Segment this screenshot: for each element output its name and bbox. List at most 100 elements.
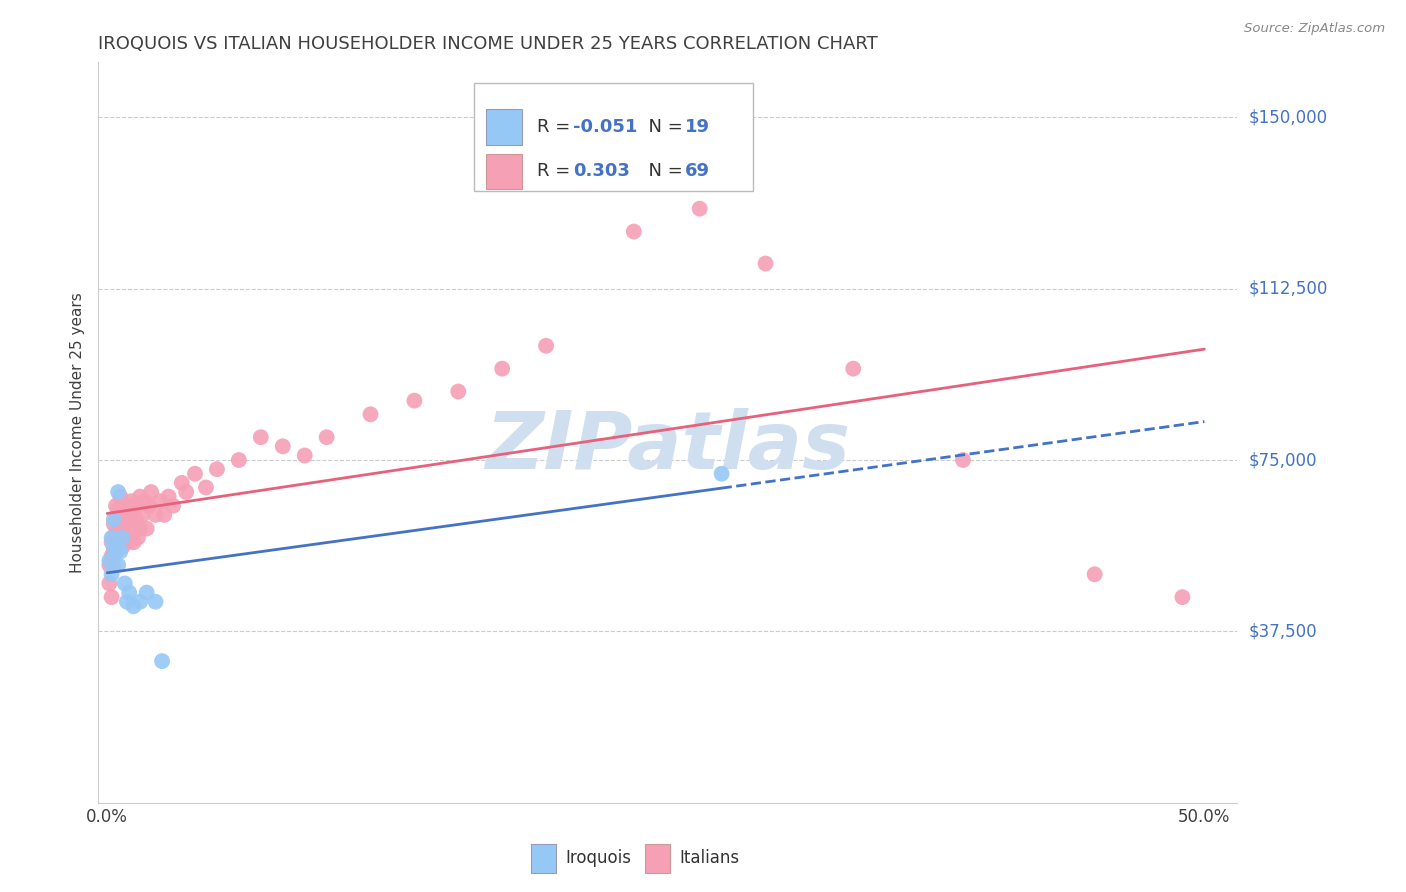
- Text: N =: N =: [637, 118, 689, 136]
- Point: [115, 512, 138, 526]
- Point: [110, 512, 132, 526]
- Point: [127, 531, 149, 545]
- Point: [115, 535, 138, 549]
- Point: [1084, 567, 1107, 582]
- Point: [710, 467, 733, 481]
- Point: [162, 499, 184, 513]
- Text: 69: 69: [685, 162, 710, 180]
- Point: [153, 508, 176, 522]
- Point: [149, 494, 172, 508]
- Text: Iroquois: Iroquois: [565, 849, 631, 867]
- Point: [111, 531, 134, 545]
- Point: [174, 485, 197, 500]
- Point: [107, 522, 129, 536]
- Point: [623, 225, 645, 239]
- Point: [98, 576, 121, 591]
- Point: [129, 595, 152, 609]
- FancyBboxPatch shape: [474, 83, 754, 191]
- Text: Source: ZipAtlas.com: Source: ZipAtlas.com: [1244, 22, 1385, 36]
- Point: [103, 558, 125, 573]
- Point: [100, 567, 122, 582]
- Point: [103, 531, 125, 545]
- Point: [104, 544, 127, 558]
- Point: [952, 453, 974, 467]
- Point: [100, 590, 122, 604]
- Text: IROQUOIS VS ITALIAN HOUSEHOLDER INCOME UNDER 25 YEARS CORRELATION CHART: IROQUOIS VS ITALIAN HOUSEHOLDER INCOME U…: [98, 35, 879, 53]
- Point: [135, 585, 157, 599]
- Point: [103, 512, 125, 526]
- Point: [98, 553, 121, 567]
- Point: [118, 499, 141, 513]
- Point: [114, 516, 136, 531]
- Point: [104, 512, 127, 526]
- Point: [447, 384, 470, 399]
- Point: [118, 531, 141, 545]
- Point: [139, 485, 162, 500]
- Text: ZIPatlas: ZIPatlas: [485, 409, 851, 486]
- Text: R =: R =: [537, 162, 576, 180]
- Point: [360, 408, 382, 422]
- Point: [315, 430, 337, 444]
- Point: [107, 503, 129, 517]
- Point: [150, 654, 173, 668]
- Point: [842, 361, 865, 376]
- Point: [107, 485, 129, 500]
- Point: [145, 595, 167, 609]
- Point: [157, 490, 180, 504]
- Point: [184, 467, 207, 481]
- Point: [145, 508, 167, 522]
- Point: [135, 522, 157, 536]
- Point: [491, 361, 513, 376]
- Text: $37,500: $37,500: [1249, 623, 1317, 640]
- Point: [689, 202, 711, 216]
- Point: [129, 490, 152, 504]
- Point: [534, 339, 557, 353]
- Point: [114, 576, 136, 591]
- Point: [1171, 590, 1194, 604]
- Point: [228, 453, 250, 467]
- Point: [100, 531, 122, 545]
- Point: [98, 558, 121, 573]
- Point: [115, 595, 138, 609]
- Point: [120, 522, 142, 536]
- Point: [170, 475, 193, 490]
- Point: [114, 508, 136, 522]
- Point: [107, 535, 129, 549]
- Text: $112,500: $112,500: [1249, 280, 1327, 298]
- Point: [294, 449, 316, 463]
- Point: [249, 430, 271, 444]
- Point: [271, 439, 294, 453]
- Bar: [485, 109, 522, 145]
- Point: [118, 585, 141, 599]
- Point: [129, 522, 152, 536]
- Point: [111, 522, 134, 536]
- Point: [104, 499, 127, 513]
- Point: [100, 535, 122, 549]
- Text: R =: R =: [537, 118, 576, 136]
- Point: [134, 494, 156, 508]
- Text: Italians: Italians: [679, 849, 740, 867]
- Bar: [531, 844, 557, 873]
- Point: [104, 526, 127, 541]
- Point: [404, 393, 426, 408]
- Point: [131, 508, 153, 522]
- Point: [125, 512, 148, 526]
- Point: [114, 531, 136, 545]
- Text: N =: N =: [637, 162, 689, 180]
- Point: [110, 544, 132, 558]
- Text: $75,000: $75,000: [1249, 451, 1317, 469]
- Point: [122, 599, 145, 614]
- Bar: [485, 153, 522, 189]
- Text: 19: 19: [685, 118, 710, 136]
- Point: [122, 508, 145, 522]
- Point: [111, 499, 134, 513]
- Point: [100, 549, 122, 563]
- Text: $150,000: $150,000: [1249, 108, 1327, 127]
- Point: [110, 490, 132, 504]
- Point: [138, 499, 160, 513]
- Point: [107, 558, 129, 573]
- Point: [111, 540, 134, 554]
- Point: [120, 494, 142, 508]
- Point: [103, 516, 125, 531]
- Point: [205, 462, 228, 476]
